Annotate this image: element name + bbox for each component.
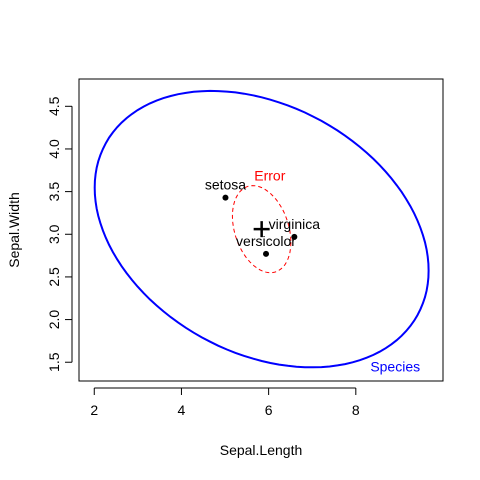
plot-frame — [78, 78, 444, 382]
point-versicolor — [263, 250, 270, 257]
ellipse-label-error: Error — [254, 168, 285, 184]
x-tick-label: 6 — [265, 402, 273, 418]
y-tick-label: 2.0 — [46, 310, 62, 330]
point-label-virginica: virginica — [269, 216, 321, 232]
x-axis: 2 4 6 8 — [90, 387, 360, 418]
y-tick-label: 2.5 — [46, 267, 62, 287]
grand-mean-marker — [253, 221, 270, 238]
x-tick-label: 2 — [90, 402, 98, 418]
y-axis-title: Sepal.Width — [6, 192, 22, 267]
y-tick-label: 4.0 — [46, 139, 62, 159]
y-axis: 1.5 2.0 2.5 3.0 3.5 4.0 4.5 — [46, 96, 73, 372]
x-tick-label: 8 — [352, 402, 360, 418]
x-tick-label: 4 — [178, 402, 186, 418]
point-label-versicolor: versicolor — [236, 233, 296, 249]
y-tick-label: 4.5 — [46, 96, 62, 116]
y-tick-label: 1.5 — [46, 352, 62, 372]
point-label-setosa: setosa — [205, 177, 246, 193]
point-setosa — [222, 194, 229, 201]
ellipse-species — [93, 89, 430, 369]
ellipse-label-species: Species — [370, 358, 420, 374]
y-tick-label: 3.5 — [46, 182, 62, 202]
y-tick-label: 3.0 — [46, 224, 62, 244]
ellipses-layer: Error Species — [93, 89, 430, 374]
ellipse-error — [231, 185, 292, 274]
point-virginica — [291, 233, 298, 240]
x-axis-title: Sepal.Length — [220, 442, 303, 458]
